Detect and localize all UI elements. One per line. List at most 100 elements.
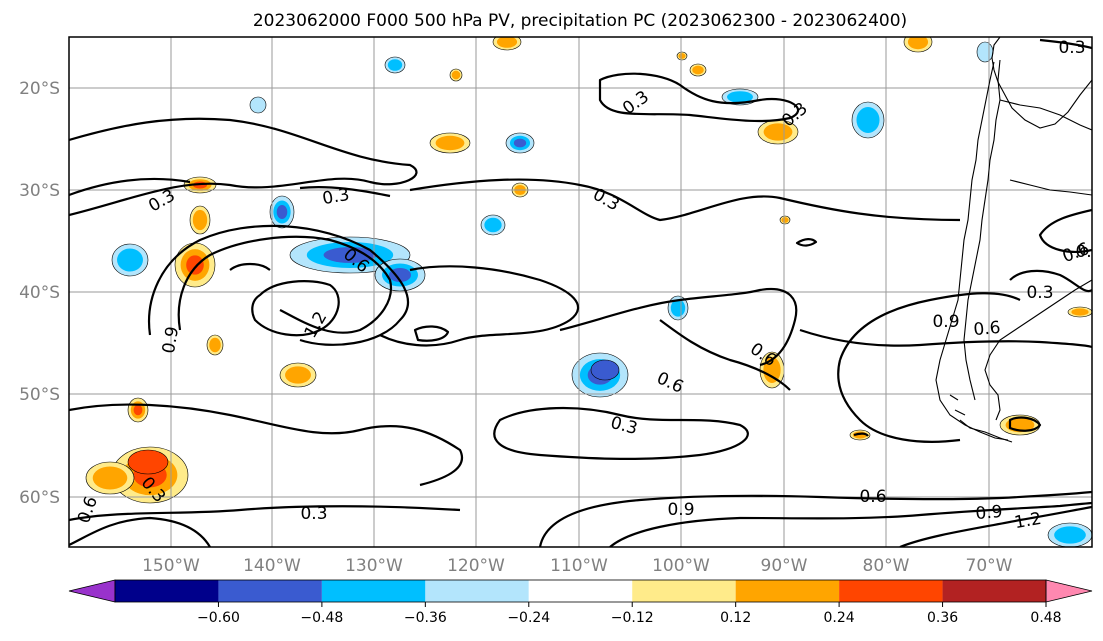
pv-contour-line [69,516,211,547]
precip-patch [484,217,502,233]
contour-label: 1.2 [1013,509,1043,533]
precip-patch [387,59,403,71]
longitude-label: 130°W [345,556,403,576]
precip-patch [976,41,994,63]
pv-contour-line [598,72,799,123]
contour-label: 0.6 [859,487,886,507]
pv-contour-line [148,224,410,346]
longitude-label: 120°W [447,556,505,576]
precip-patch [133,404,143,416]
colorbar-box [632,580,736,602]
precipitation-shading [85,37,1092,547]
pv-contour-line [493,406,749,460]
precip-patch [692,65,704,75]
longitude-label: 70°W [966,556,1013,576]
colorbar-outline [114,579,1047,603]
precip-patch [670,299,686,317]
pv-contour-line [559,287,798,367]
precip-patch [763,357,781,383]
longitude-label: 140°W [243,556,301,576]
pv-contour-line [538,490,1092,547]
latitude-labels: 20°S 30°S 40°S 50°S 60°S [19,79,60,508]
contour-label: 0.9 [975,502,1004,524]
pv-contour-line [409,178,961,222]
patagonia-coastline [984,279,1092,421]
precip-patch [590,359,620,381]
colorbar-tick-label: 0.24 [824,610,855,626]
colorbar-tick-label: −0.36 [404,610,447,626]
colorbar-box [528,580,633,602]
map-frame [68,36,1093,548]
colorbar-tick-label: −0.24 [507,610,550,626]
pv-contour-labels: 0.3 0.30.3 0.30.30.30.30.30.30.60.60.60.60… [74,38,1102,533]
pv-contour-line [69,117,418,217]
latitude-label: 50°S [19,385,60,405]
longitude-label: 110°W [550,556,608,576]
colorbar-box [735,580,840,602]
contour-label: 0.3 [321,185,351,209]
precip-patch [127,449,169,475]
latitude-label: 60°S [19,488,60,508]
precip-patch [186,255,204,275]
precip-patch [856,107,880,133]
pv-contour-line [659,319,791,391]
contour-label: 0.6 [973,318,1002,340]
fuego-islands [949,394,1013,443]
precip-patch [209,337,221,353]
precip-patch [781,217,789,223]
pv-contour-line [379,265,580,347]
precip-patch [907,37,929,50]
precip-patch [1054,526,1086,544]
precip-patch [496,37,518,48]
longitude-labels: 150°W 140°W 130°W 120°W 110°W 100°W 90°W 80°W 70… [142,556,1013,576]
pv-contour-line [1038,208,1092,253]
colorbar-extend-high [1045,579,1093,603]
contour-label: 0.9 [667,500,694,520]
precip-patch [678,53,686,59]
precip-patch [285,366,311,384]
latitude-label: 30°S [19,181,60,201]
precip-patch [192,209,208,231]
colorbar-box [839,580,943,602]
colorbar-tick-label: −0.12 [611,610,654,626]
precip-patch [276,204,288,220]
pv-contour-line [229,262,271,271]
pv-contour-line [1009,269,1092,293]
pv-contour-line [795,238,818,247]
south-america-coastline [991,37,1092,129]
colorbar-box [321,580,426,602]
pv-contour-line [413,325,450,342]
longitude-label: 150°W [142,556,200,576]
latitude-label: 20°S [19,79,60,99]
pv-contour-line [251,280,340,337]
contour-label: 0.9 [159,325,183,355]
longitude-label: 80°W [863,556,910,576]
pv-contour-line [69,177,391,198]
colorbar-tick-label: −0.60 [197,610,240,626]
colorbar-box [218,580,322,602]
pv-contour-line [609,501,1092,547]
argentina-border [1009,179,1092,196]
precip-patch [435,135,465,151]
precip-patch [323,247,377,263]
contour-label: 0.3 [1058,38,1085,58]
colorbar-tick-label: 0.12 [720,610,751,626]
pv-contour-line [899,505,1092,547]
pv-contour-line [69,505,461,522]
contour-label: 0.3 [300,504,327,524]
bolivia-border [999,99,1092,131]
pv-contours [69,38,1092,547]
colorbar-box [425,580,529,602]
longitude-label: 90°W [761,556,808,576]
colorbar-box [115,580,219,602]
precip-patch [1071,308,1089,316]
graticule [69,37,1092,547]
colorbar-tick-label: 0.48 [1030,610,1061,626]
colorbar-tick-label: −0.48 [300,610,343,626]
colorbar-extend-low [68,579,116,603]
contour-label: 0.6 [1075,242,1102,262]
precip-patch [117,248,143,272]
pv-contour-line [853,432,869,437]
precip-patch [763,123,793,141]
